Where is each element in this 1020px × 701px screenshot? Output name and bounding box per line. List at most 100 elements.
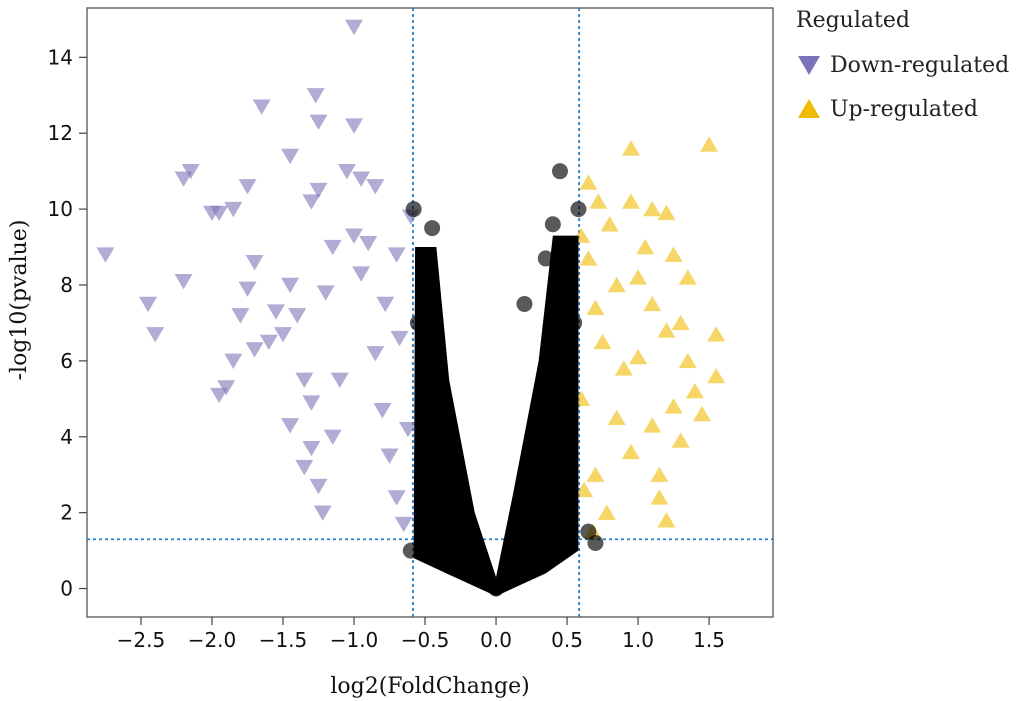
x-tick-label-4: −0.5 xyxy=(401,628,450,652)
point-s1-19 xyxy=(692,405,711,422)
legend-label-down: Down-regulated xyxy=(830,52,1010,78)
point-s0-44 xyxy=(345,228,364,244)
point-s0-8 xyxy=(337,163,356,180)
point-s0-45 xyxy=(359,236,378,252)
point-s1-6 xyxy=(657,204,676,221)
point-s0-28 xyxy=(259,334,278,351)
point-s0-43 xyxy=(323,239,342,256)
point-s1-31 xyxy=(579,250,598,266)
point-s0-41 xyxy=(330,372,349,388)
point-s1-7 xyxy=(600,216,619,232)
point-s2-10 xyxy=(544,216,561,233)
point-s1-2 xyxy=(579,174,598,190)
x-tick-label-6: 0.5 xyxy=(551,628,583,652)
point-s1-1 xyxy=(700,136,719,152)
point-s0-54 xyxy=(376,296,395,313)
point-s1-23 xyxy=(650,466,669,482)
point-s1-3 xyxy=(589,193,608,209)
x-tick-label-8: 1.5 xyxy=(693,628,725,652)
point-s0-48 xyxy=(373,403,392,419)
triangle-up-icon xyxy=(798,99,820,118)
legend-item-up: Up-regulated xyxy=(796,87,1009,131)
point-s0-25 xyxy=(210,387,229,404)
point-s0-55 xyxy=(398,421,417,438)
point-s1-13 xyxy=(657,322,676,338)
x-tick-label-7: 1.0 xyxy=(622,628,654,652)
y-tick-label-1: 2 xyxy=(60,501,73,525)
point-s1-33 xyxy=(597,504,616,520)
point-s0-1 xyxy=(306,88,325,104)
point-s0-0 xyxy=(345,19,364,36)
point-s0-20 xyxy=(146,327,165,343)
point-s1-32 xyxy=(586,466,605,482)
point-s0-11 xyxy=(309,182,328,199)
point-s0-17 xyxy=(96,247,115,263)
point-s0-6 xyxy=(174,171,193,187)
legend-item-down: Down-regulated xyxy=(796,43,1009,87)
y-tick-label-5: 10 xyxy=(48,197,73,221)
y-tick-label-2: 4 xyxy=(60,425,73,449)
y-tick-label-0: 0 xyxy=(60,577,73,601)
x-tick-label-0: −2.5 xyxy=(117,628,166,652)
point-s0-40 xyxy=(323,429,342,445)
point-s1-25 xyxy=(657,512,676,528)
triangle-down-icon xyxy=(798,56,820,75)
y-axis-title: -log10(pvalue) xyxy=(7,220,32,381)
point-s0-23 xyxy=(231,308,250,324)
point-s0-33 xyxy=(295,372,314,388)
point-s1-20 xyxy=(664,398,683,414)
point-s0-12 xyxy=(224,201,243,218)
point-s0-32 xyxy=(274,327,292,343)
point-s0-4 xyxy=(345,118,364,134)
point-s0-36 xyxy=(302,440,321,457)
point-s0-47 xyxy=(366,346,385,362)
legend-title: Regulated xyxy=(796,8,910,33)
point-s1-4 xyxy=(621,193,640,209)
point-s0-30 xyxy=(281,277,300,294)
point-s0-26 xyxy=(224,353,243,369)
point-s1-22 xyxy=(671,432,690,448)
point-s2-16 xyxy=(516,295,533,312)
point-s1-5 xyxy=(643,201,662,217)
point-s1-12 xyxy=(643,295,662,312)
point-s1-38 xyxy=(629,348,648,365)
point-s1-8 xyxy=(636,238,655,255)
y-tick-label-3: 6 xyxy=(60,349,73,373)
point-s0-52 xyxy=(387,247,406,263)
y-tick-label-7: 14 xyxy=(48,45,73,69)
point-s0-16 xyxy=(366,179,385,195)
point-s1-39 xyxy=(678,269,697,285)
plot-frame xyxy=(86,7,774,618)
point-s2-12 xyxy=(570,201,587,218)
point-s1-0 xyxy=(621,140,640,156)
point-s0-27 xyxy=(245,342,264,358)
x-tick-label-5: 0.0 xyxy=(480,628,512,652)
x-tick-label-1: −2.0 xyxy=(188,628,237,652)
point-s2-11 xyxy=(551,163,568,180)
point-s1-10 xyxy=(629,269,648,285)
point-s1-18 xyxy=(685,383,704,399)
y-tick-label-6: 12 xyxy=(48,121,73,145)
point-s0-31 xyxy=(288,308,307,324)
point-s1-26 xyxy=(621,443,640,460)
point-s1-17 xyxy=(707,367,726,384)
point-s2-9 xyxy=(424,220,441,237)
point-s0-35 xyxy=(281,418,300,434)
point-s1-14 xyxy=(671,314,690,331)
point-s1-35 xyxy=(575,481,594,498)
legend: Regulated Down-regulated Up-regulated xyxy=(796,8,1009,131)
point-s0-18 xyxy=(174,273,193,290)
legend-label-up: Up-regulated xyxy=(830,96,978,122)
point-s0-29 xyxy=(266,304,285,320)
point-s0-38 xyxy=(309,478,328,495)
point-s0-22 xyxy=(245,255,264,271)
point-s0-15 xyxy=(302,194,321,210)
point-s1-9 xyxy=(664,246,683,262)
point-s2-18 xyxy=(587,535,604,552)
point-s1-21 xyxy=(643,417,662,433)
point-s0-42 xyxy=(316,285,335,301)
plot-area xyxy=(86,7,774,618)
point-s0-50 xyxy=(387,490,406,506)
point-s0-53 xyxy=(390,330,409,347)
x-axis-title: log2(FoldChange) xyxy=(330,674,529,699)
